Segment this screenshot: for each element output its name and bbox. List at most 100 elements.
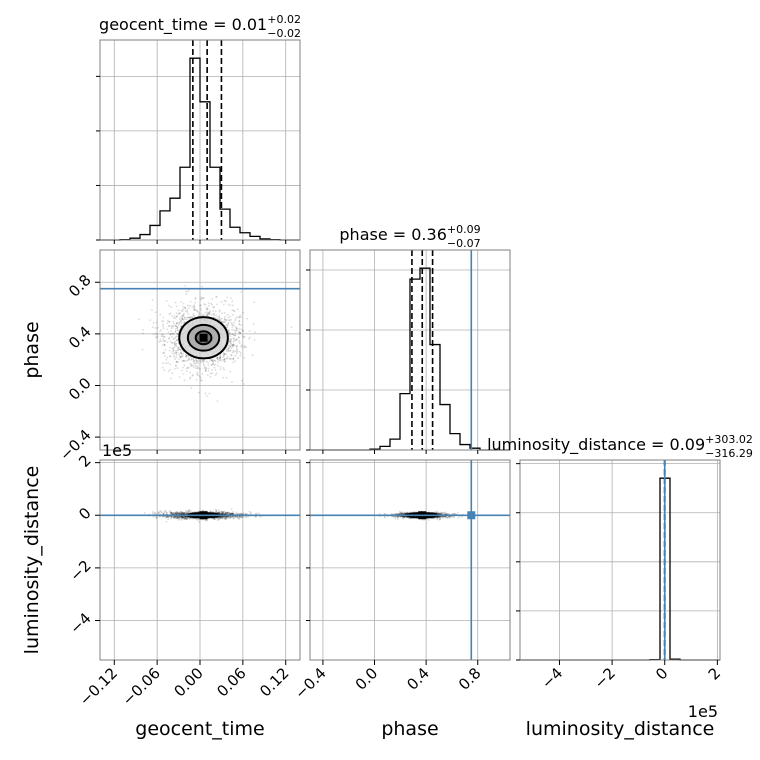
sample-point [223, 320, 226, 322]
sample-point [175, 322, 178, 325]
sample-point [189, 317, 192, 320]
sample-point [178, 321, 180, 324]
sample-point [212, 312, 215, 315]
sample-point [242, 346, 245, 349]
sample-point [162, 340, 165, 342]
sample-point [199, 304, 202, 307]
sample-point [396, 515, 398, 518]
sample-point [176, 510, 179, 513]
sample-point [178, 517, 180, 519]
sample-point [175, 512, 177, 514]
sample-point [207, 363, 210, 366]
sample-point [231, 345, 234, 348]
sample-point [185, 293, 188, 296]
sample-point [204, 365, 207, 368]
sample-point [200, 298, 202, 301]
sample-point [203, 313, 206, 316]
sample-point [178, 512, 180, 515]
sample-point [229, 345, 232, 348]
sample-point [156, 332, 158, 335]
sample-point [180, 516, 183, 519]
sample-point [248, 336, 251, 339]
sample-point [231, 351, 234, 354]
sample-point [175, 305, 178, 308]
sample-point [173, 343, 176, 346]
sample-point [165, 300, 168, 302]
grid [310, 460, 510, 660]
sample-point [211, 372, 214, 375]
sample-point [226, 357, 228, 360]
sample-point [222, 376, 225, 379]
sample-point [162, 362, 165, 365]
sample-point [235, 339, 238, 341]
sample-point [176, 512, 179, 515]
sample-point [233, 339, 236, 342]
sample-point [181, 512, 184, 515]
sample-point [231, 512, 234, 515]
sample-point [189, 300, 192, 303]
sample-point [229, 512, 232, 515]
sample-point [441, 512, 443, 515]
sample-point [187, 366, 190, 369]
sample-point [228, 340, 231, 343]
sample-point [437, 516, 440, 519]
sample-point [236, 345, 239, 348]
sample-point [175, 517, 178, 520]
sample-point [162, 336, 165, 339]
sample-point [438, 518, 441, 521]
sample-point [179, 512, 182, 515]
sample-point [193, 361, 195, 364]
sample-point [180, 320, 182, 323]
sample-point [402, 516, 405, 519]
sample-point [176, 512, 179, 515]
sample-point [184, 516, 187, 518]
sample-point [229, 517, 231, 519]
sample-point [170, 330, 172, 332]
sample-point [183, 316, 186, 319]
sample-point [231, 300, 234, 303]
sample-point [434, 511, 436, 514]
sample-point [209, 310, 211, 313]
sample-point [192, 307, 195, 310]
sample-point [174, 512, 176, 515]
sample-point [173, 516, 176, 519]
sample-point [156, 335, 159, 337]
sample-point [234, 515, 236, 518]
sample-point [239, 354, 242, 357]
sample-point [176, 332, 178, 335]
sample-point [219, 512, 221, 515]
sample-point [180, 355, 183, 358]
sample-point [228, 346, 230, 349]
sample-point [214, 310, 217, 313]
sample-point [177, 518, 180, 521]
sample-point [234, 516, 237, 519]
sample-point [231, 344, 234, 347]
sample-point [234, 326, 237, 328]
sample-point [201, 359, 204, 362]
sample-point [177, 360, 180, 363]
sample-point [193, 309, 196, 312]
sample-point [173, 354, 175, 357]
sample-point [181, 515, 184, 518]
sample-point [185, 518, 188, 520]
sample-point [196, 518, 199, 521]
sample-point [248, 329, 251, 332]
sample-point [197, 359, 200, 362]
sample-point [180, 352, 183, 355]
sample-point [211, 368, 214, 371]
sample-point [234, 516, 237, 518]
panel-content [310, 460, 510, 660]
sample-point [219, 319, 222, 321]
sample-point [242, 329, 245, 332]
sample-point [219, 515, 222, 518]
title-geocent_time: geocent_time = 0.01+0.02 [99, 13, 301, 35]
sample-point [232, 357, 235, 360]
panel-frame [519, 459, 721, 661]
sample-point [180, 301, 182, 303]
sample-point [224, 512, 226, 514]
sample-point [155, 336, 157, 339]
sample-point [166, 515, 168, 518]
sample-point [180, 513, 182, 515]
sample-point [185, 355, 187, 358]
sample-point [177, 516, 180, 519]
